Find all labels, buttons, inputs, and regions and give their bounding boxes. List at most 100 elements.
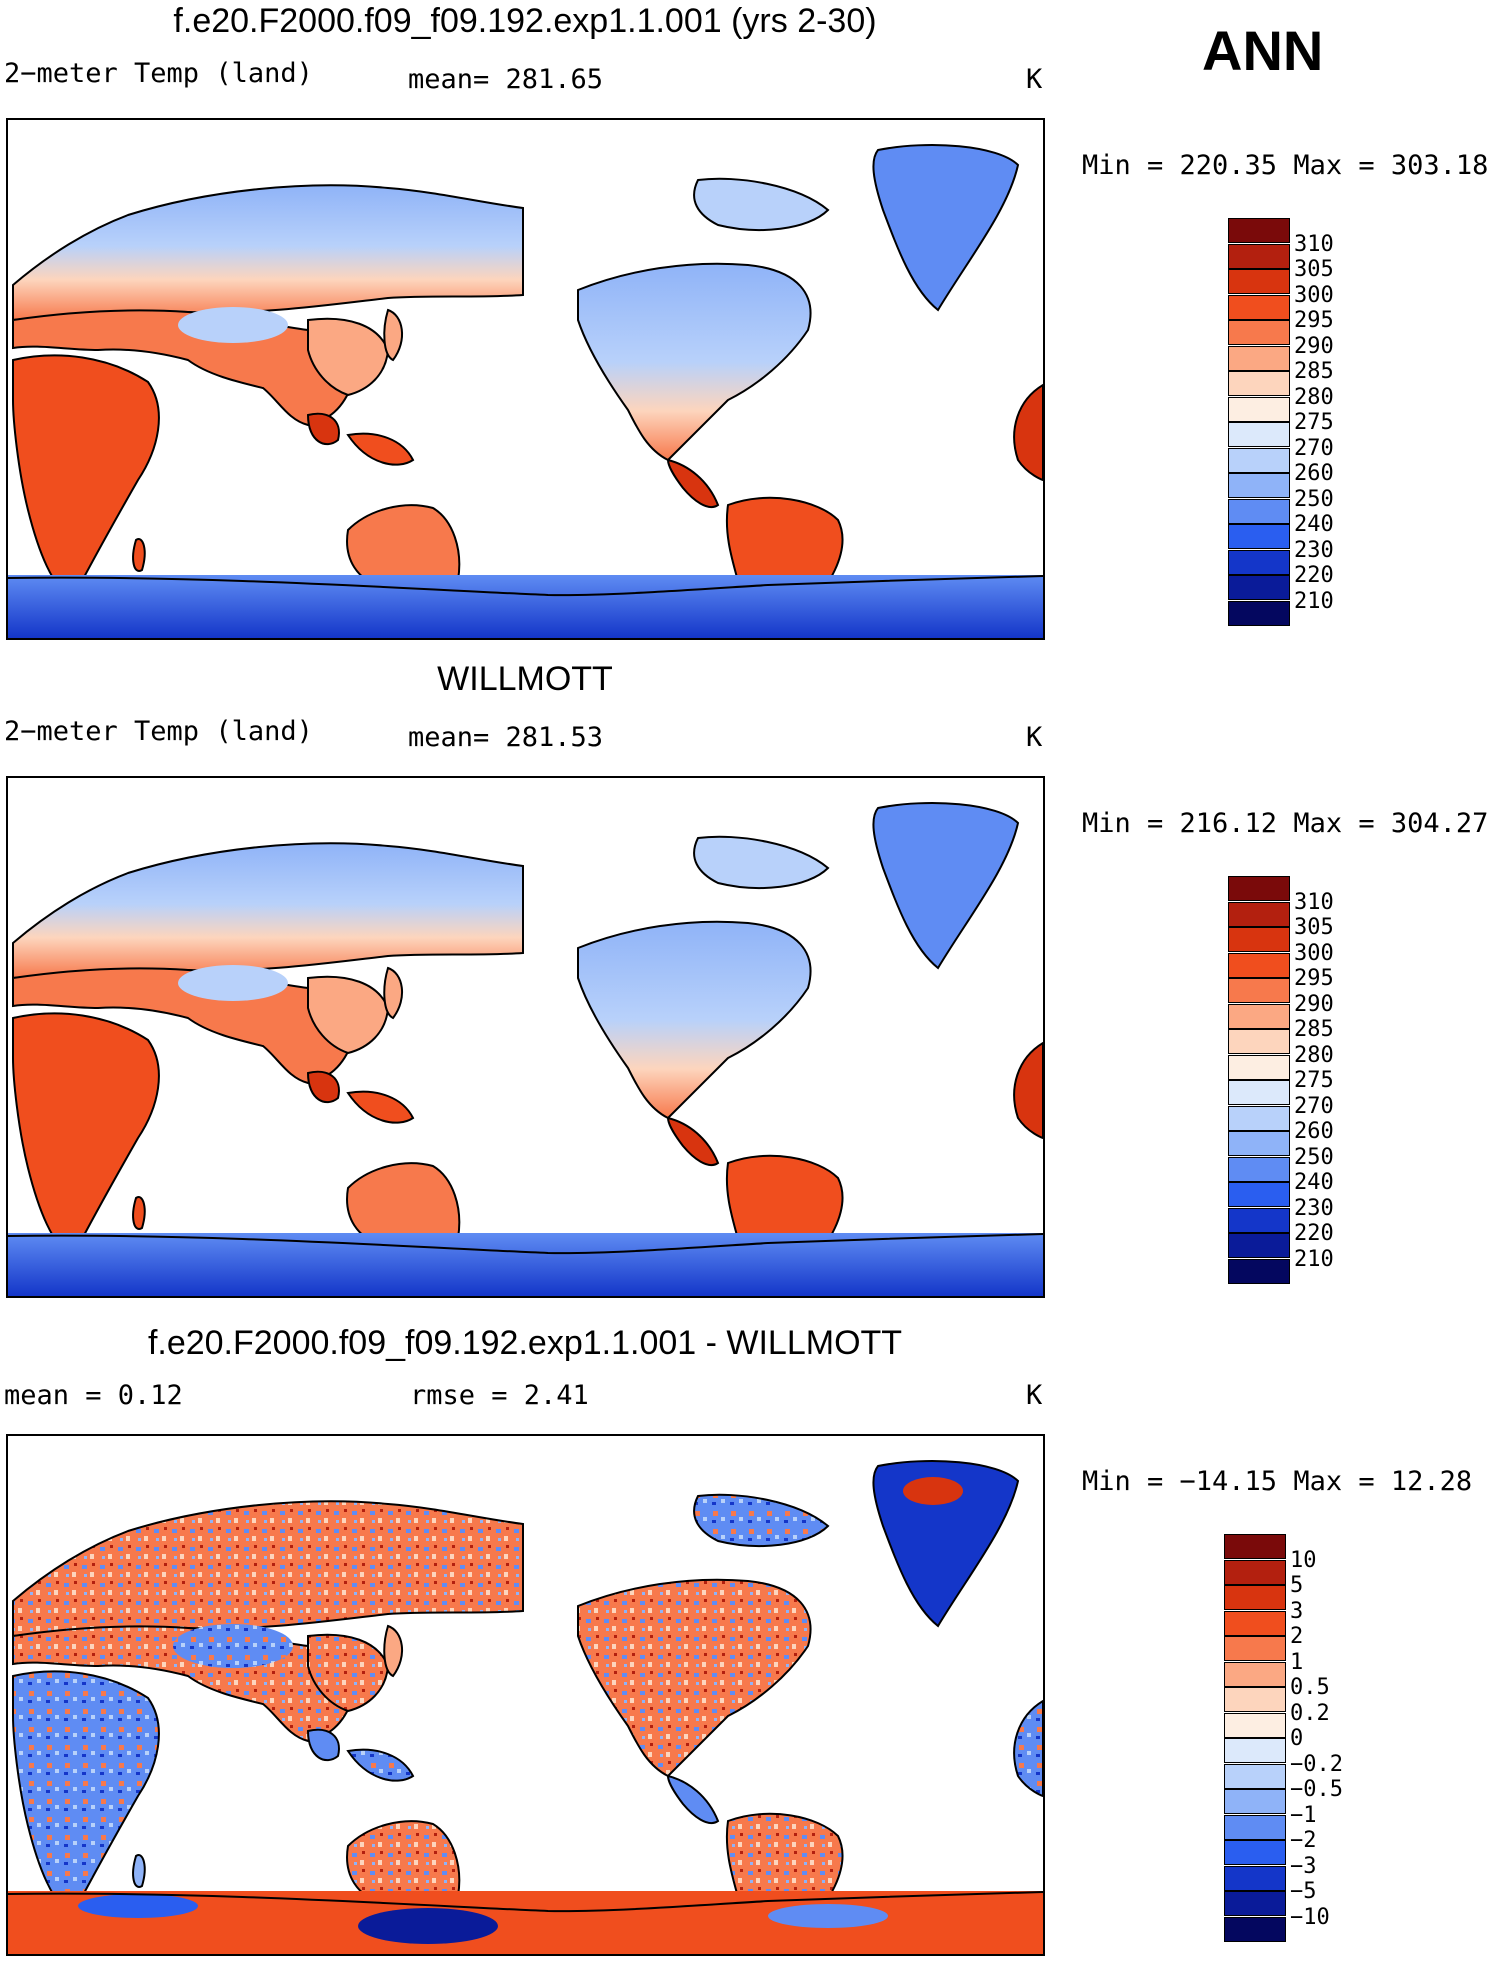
colorbar-tick-label: 210 — [1294, 1246, 1334, 1272]
colorbar-tick-label: 295 — [1294, 308, 1334, 333]
colorbar-tick-label: −3 — [1290, 1853, 1317, 1879]
colorbar-swatch — [1228, 447, 1290, 473]
mean-label: mean= 281.53 — [408, 722, 604, 753]
colorbar-tick-label: −5 — [1290, 1879, 1317, 1904]
colorbar-tick-label: −2 — [1290, 1828, 1317, 1853]
season-label: ANN — [1202, 19, 1324, 82]
colorbar-tick-label: 220 — [1294, 1221, 1334, 1246]
colorbar-swatch — [1228, 320, 1290, 345]
colorbar-tick-label: 230 — [1294, 537, 1334, 563]
colorbar-swatch — [1228, 901, 1290, 927]
colorbar-tick-label: −1 — [1290, 1802, 1317, 1828]
colorbar-swatch — [1228, 345, 1290, 371]
units-label: K — [1026, 722, 1043, 753]
colorbar-swatch — [1228, 1258, 1290, 1284]
colorbar-swatch — [1228, 371, 1290, 396]
colorbar-tick-label: 310 — [1294, 889, 1334, 915]
colorbar-swatch — [1228, 978, 1290, 1003]
variable-label: 2−meter Temp (land) — [4, 58, 313, 89]
colorbar-tick-label: 300 — [1294, 940, 1334, 966]
colorbar-tick-label: 270 — [1294, 1093, 1334, 1119]
colorbar-swatch — [1228, 1131, 1290, 1156]
mean-label: mean = 0.12 — [4, 1380, 183, 1411]
colorbar-tick-label: 280 — [1294, 384, 1334, 410]
mean-label: mean= 281.65 — [408, 64, 604, 95]
colorbar-tick-label: 0 — [1290, 1726, 1304, 1751]
colorbar-tick-label: 280 — [1294, 1042, 1334, 1068]
colorbar-tick-label: 285 — [1294, 1017, 1334, 1042]
colorbar-tick-label: 220 — [1294, 563, 1334, 588]
colorbar-tick-label: 240 — [1294, 512, 1334, 537]
world-map-abs-1 — [8, 144, 1043, 638]
colorbar-tick-label: 240 — [1294, 1170, 1334, 1195]
colorbar-swatch — [1228, 1182, 1290, 1207]
colorbar-tick-label: 3 — [1290, 1598, 1304, 1624]
colorbar-swatch — [1228, 1029, 1290, 1054]
minmax-label: Min = 216.12 Max = 304.27 — [1082, 808, 1489, 839]
colorbar-swatch — [1228, 876, 1290, 901]
variable-label: 2−meter Temp (land) — [4, 716, 313, 747]
colorbar-tick-label: 260 — [1294, 1119, 1334, 1144]
colorbar-swatch — [1228, 473, 1290, 498]
panel-title: f.e20.F2000.f09_f09.192.exp1.1.001 (yrs … — [173, 2, 877, 40]
colorbar-swatch — [1228, 600, 1290, 626]
colorbar-swatch — [1228, 1233, 1290, 1258]
colorbar-swatch — [1224, 1763, 1286, 1789]
colorbar-tick-label: 250 — [1294, 486, 1334, 512]
colorbar-tick-label: 0.2 — [1290, 1700, 1330, 1726]
map-panel — [6, 776, 1045, 1298]
colorbar-tick-label: 5 — [1290, 1573, 1304, 1598]
colorbar-swatch — [1224, 1891, 1286, 1916]
colorbar-swatch — [1224, 1738, 1286, 1763]
colorbar-swatch — [1224, 1559, 1286, 1585]
world-map-diff — [8, 1460, 1043, 1954]
colorbar-swatch — [1228, 549, 1290, 575]
rmse-label: rmse = 2.41 — [410, 1380, 589, 1411]
colorbar-swatch — [1228, 1156, 1290, 1182]
colorbar-tick-label: 290 — [1294, 333, 1334, 359]
colorbar-tick-label: 305 — [1294, 915, 1334, 940]
colorbar-tick-label: 0.5 — [1290, 1675, 1330, 1700]
colorbar-tick-label: 260 — [1294, 461, 1334, 486]
colorbar-swatch — [1224, 1585, 1286, 1610]
panel-title: f.e20.F2000.f09_f09.192.exp1.1.001 - WIL… — [147, 1324, 903, 1362]
colorbar-tick-label: 250 — [1294, 1144, 1334, 1170]
colorbar-swatch — [1228, 952, 1290, 978]
colorbar-swatch — [1228, 1105, 1290, 1131]
colorbar-tick-label: 210 — [1294, 588, 1334, 614]
units-label: K — [1026, 64, 1043, 95]
minmax-label: Min = 220.35 Max = 303.18 — [1082, 150, 1489, 181]
colorbar-swatch — [1224, 1534, 1286, 1559]
world-map-abs-2 — [8, 802, 1043, 1296]
colorbar-tick-label: 270 — [1294, 435, 1334, 461]
colorbar-swatch — [1228, 1080, 1290, 1105]
colorbar-tick-label: 275 — [1294, 410, 1334, 435]
colorbar-swatch — [1228, 575, 1290, 600]
colorbar-swatch — [1228, 524, 1290, 549]
colorbar-tick-label: −10 — [1290, 1904, 1330, 1930]
colorbar-swatch — [1224, 1687, 1286, 1712]
colorbar-swatch — [1228, 422, 1290, 447]
colorbar-tick-label: 290 — [1294, 991, 1334, 1017]
colorbar-tick-label: 310 — [1294, 231, 1334, 257]
colorbar-tick-label: 275 — [1294, 1068, 1334, 1093]
colorbar-tick-label: 305 — [1294, 257, 1334, 282]
minmax-label: Min = −14.15 Max = 12.28 — [1082, 1466, 1473, 1497]
colorbar-tick-label: 2 — [1290, 1624, 1304, 1649]
colorbar-tick-label: 295 — [1294, 966, 1334, 991]
colorbar-swatch — [1224, 1865, 1286, 1891]
colorbar-swatch — [1228, 269, 1290, 294]
colorbar-swatch — [1228, 1054, 1290, 1080]
colorbar-swatch — [1228, 1207, 1290, 1233]
colorbar-swatch — [1224, 1661, 1286, 1687]
colorbar-swatch — [1228, 1003, 1290, 1029]
colorbar-tick-label: 10 — [1290, 1547, 1317, 1573]
map-panel — [6, 118, 1045, 640]
colorbar-tick-label: 230 — [1294, 1195, 1334, 1221]
colorbar-tick-label: 1 — [1290, 1649, 1304, 1675]
colorbar-swatch — [1228, 498, 1290, 524]
colorbar-swatch — [1224, 1636, 1286, 1661]
map-panel — [6, 1434, 1045, 1956]
colorbar-tick-label: −0.5 — [1290, 1777, 1343, 1802]
units-label: K — [1026, 1380, 1043, 1411]
